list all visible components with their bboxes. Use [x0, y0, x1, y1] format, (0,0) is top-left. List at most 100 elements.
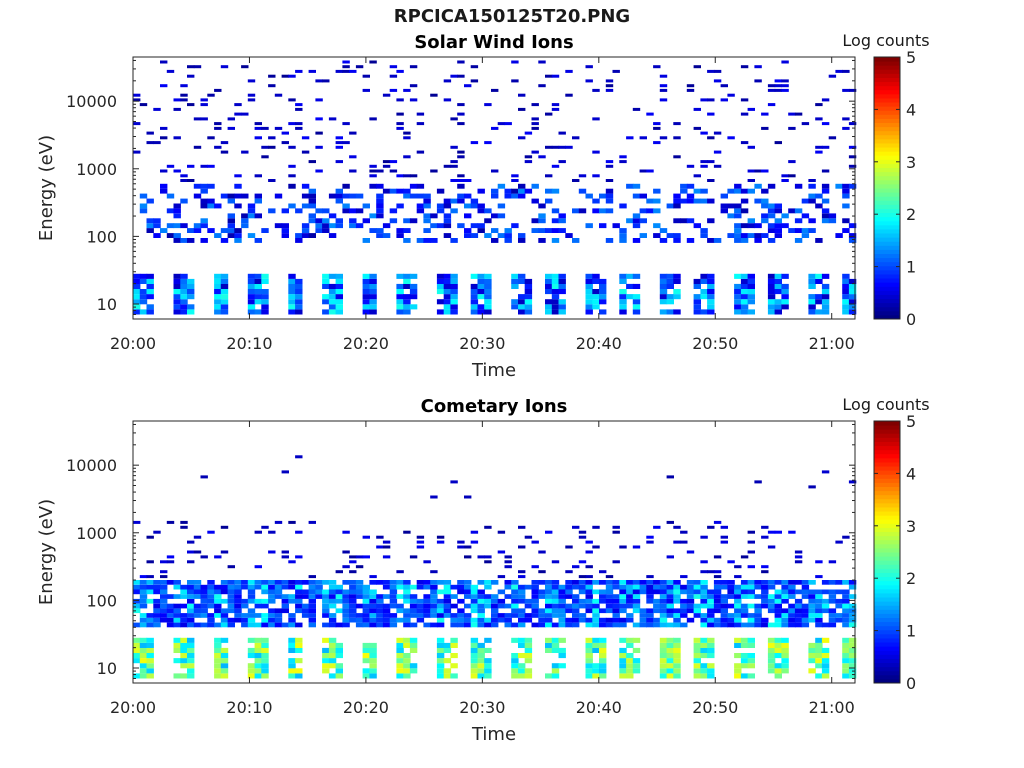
heatmap-cell	[146, 278, 154, 284]
heatmap-cell	[295, 642, 303, 648]
heatmap-cell	[720, 525, 728, 529]
heatmap-cell	[504, 560, 512, 564]
x-tick-label: 20:00	[110, 698, 156, 717]
heatmap-cell	[497, 530, 506, 534]
heatmap-cell	[524, 289, 533, 295]
heatmap-cell	[403, 136, 411, 140]
heatmap-cell	[774, 668, 782, 674]
heatmap-cell	[301, 228, 310, 233]
heatmap-cell	[288, 304, 296, 310]
heatmap-cell	[754, 223, 762, 229]
heatmap-cell	[180, 278, 188, 284]
heatmap-cell	[612, 525, 620, 529]
heatmap-cell	[484, 622, 492, 628]
heatmap-cell	[403, 174, 411, 178]
heatmap-cell	[511, 299, 519, 305]
heatmap-cell	[700, 289, 708, 295]
heatmap-cell	[193, 584, 202, 590]
heatmap-cell	[626, 613, 634, 618]
heatmap-cell	[328, 580, 337, 585]
heatmap-cell	[355, 622, 364, 628]
heatmap-cell	[518, 575, 526, 579]
heatmap-cell	[639, 589, 647, 595]
heatmap-cell	[261, 309, 269, 315]
heatmap-cell	[545, 608, 553, 614]
heatmap-cell	[538, 84, 546, 88]
heatmap-cell	[551, 299, 560, 305]
heatmap-cell	[281, 598, 289, 604]
heatmap-cell	[842, 668, 850, 674]
heatmap-cell	[754, 580, 762, 585]
heatmap-cell	[538, 608, 546, 614]
colorbar-segment	[874, 629, 900, 635]
heatmap-cell	[848, 603, 857, 609]
heatmap-cell	[423, 584, 431, 590]
heatmap-cell	[335, 608, 343, 614]
heatmap-cell	[808, 613, 816, 618]
heatmap-cell	[153, 584, 161, 590]
heatmap-cell	[139, 299, 148, 305]
heatmap-cell	[646, 613, 654, 618]
heatmap-cell	[585, 637, 593, 643]
heatmap-cell	[531, 122, 539, 126]
heatmap-cell	[133, 653, 141, 659]
heatmap-cell	[497, 575, 506, 579]
heatmap-cell	[794, 218, 803, 224]
heatmap-cell	[464, 233, 472, 238]
heatmap-cell	[335, 673, 343, 679]
heatmap-cell	[686, 218, 695, 224]
heatmap-cell	[139, 589, 148, 595]
heatmap-cell	[713, 622, 722, 628]
heatmap-cell	[774, 594, 782, 599]
colorbar-segment	[874, 666, 900, 672]
heatmap-cell	[653, 122, 661, 126]
heatmap-cell	[572, 594, 580, 599]
heatmap-cell	[680, 584, 688, 590]
heatmap-cell	[403, 283, 411, 289]
heatmap-cell	[578, 535, 587, 539]
heatmap-cell	[470, 603, 479, 609]
heatmap-cell	[821, 304, 830, 310]
heatmap-cell	[409, 65, 418, 69]
heatmap-cell	[740, 663, 749, 669]
heatmap-cell	[835, 183, 843, 189]
heatmap-cell	[187, 179, 195, 182]
heatmap-cell	[436, 289, 445, 295]
heatmap-cell	[214, 613, 222, 618]
heatmap-cell	[214, 294, 222, 300]
heatmap-cell	[713, 580, 722, 585]
heatmap-cell	[619, 603, 627, 609]
heatmap-cell	[396, 233, 404, 238]
heatmap-cell	[146, 560, 154, 564]
heatmap-cell	[639, 584, 647, 590]
heatmap-cell	[146, 304, 154, 310]
heatmap-cell	[443, 213, 452, 219]
heatmap-cell	[605, 238, 614, 243]
heatmap-cell	[146, 598, 154, 604]
heatmap-cell	[666, 299, 674, 305]
heatmap-cell	[146, 198, 154, 204]
heatmap-cell	[761, 594, 769, 599]
heatmap-cell	[551, 278, 560, 284]
heatmap-cell	[396, 608, 404, 614]
heatmap-cell	[740, 555, 749, 559]
heatmap-cell	[551, 145, 560, 149]
heatmap-cell	[632, 183, 641, 189]
heatmap-cell	[842, 617, 850, 623]
heatmap-cell	[491, 608, 499, 614]
heatmap-cell	[531, 603, 539, 609]
heatmap-cell	[396, 69, 404, 73]
heatmap-cell	[268, 594, 276, 599]
heatmap-cell	[659, 84, 668, 88]
heatmap-cell	[734, 565, 742, 569]
heatmap-cell	[153, 218, 161, 224]
heatmap-cell	[572, 613, 580, 618]
heatmap-cell	[551, 188, 560, 194]
heatmap-cell	[477, 580, 485, 585]
heatmap-cell	[376, 545, 384, 549]
heatmap-cell	[268, 84, 276, 88]
heatmap-cell	[808, 603, 816, 609]
heatmap-cell	[524, 617, 533, 623]
heatmap-cell	[450, 160, 458, 164]
heatmap-cell	[335, 289, 343, 295]
